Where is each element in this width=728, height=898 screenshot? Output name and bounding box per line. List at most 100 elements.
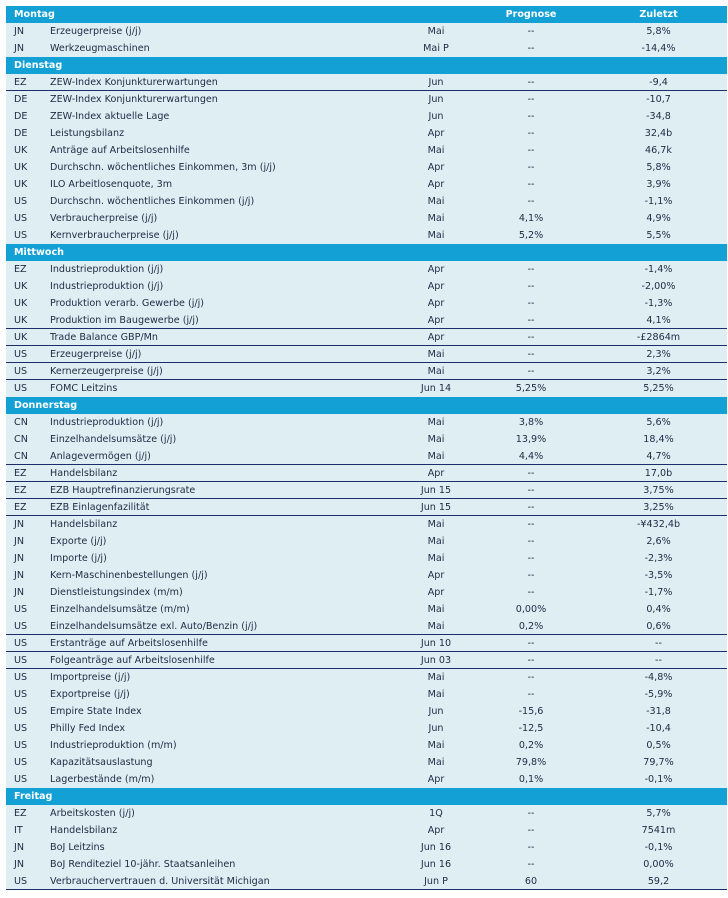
forecast-value: -- <box>527 536 535 547</box>
period: Apr <box>427 315 445 326</box>
table-row: US Kapazitätsauslastung Mai 79,8% 79,7% <box>6 754 727 771</box>
previous-value: -10,7 <box>646 94 671 105</box>
day-header: Mittwoch <box>6 244 727 261</box>
period: Jun 14 <box>420 383 452 394</box>
indicator-name: Erstanträge auf Arbeitslosenhilfe <box>50 638 208 649</box>
country-code: CN <box>14 417 28 428</box>
period: Jun <box>428 111 444 122</box>
day-label: Mittwoch <box>14 247 64 258</box>
previous-value: 59,2 <box>647 876 670 887</box>
table-row: UK Industrieproduktion (j/j) Apr -- -2,00% <box>6 278 727 295</box>
indicator-name: Durchschn. wöchentliches Einkommen (j/j) <box>50 196 255 207</box>
indicator-name: Erzeugerpreise (j/j) <box>50 26 142 37</box>
period: Apr <box>427 179 445 190</box>
period: Mai <box>427 672 445 683</box>
previous-value: 5,8% <box>646 26 671 37</box>
table-row: DE Leistungsbilanz Apr -- 32,4b <box>6 125 727 142</box>
previous-value: -0,1% <box>644 842 673 853</box>
period: Apr <box>427 774 445 785</box>
forecast-value: -- <box>527 808 535 819</box>
previous-value: 7541m <box>641 825 676 836</box>
forecast-value: -- <box>527 332 535 343</box>
forecast-value: 3,8% <box>518 417 544 428</box>
period: Mai <box>427 349 445 360</box>
previous-value: -£2864m <box>636 332 681 343</box>
period: Apr <box>427 128 445 139</box>
forecast-value: -- <box>527 315 535 326</box>
previous-value: 3,75% <box>643 485 674 496</box>
previous-value: -5,9% <box>644 689 673 700</box>
country-code: US <box>14 349 28 360</box>
previous-value: 17,0b <box>644 468 673 479</box>
country-code: JN <box>14 570 25 581</box>
period: Mai <box>427 621 445 632</box>
indicator-name: Dienstleistungsindex (m/m) <box>50 587 183 598</box>
country-code: US <box>14 604 28 615</box>
forecast-value: -- <box>527 94 535 105</box>
table-row: EZ EZB Hauptrefinanzierungsrate Jun 15 -- 3,… <box>6 482 727 499</box>
country-code: JN <box>14 26 25 37</box>
previous-value: 4,7% <box>646 451 671 462</box>
previous-value: 0,5% <box>646 740 671 751</box>
table-row: US Erstanträge auf Arbeitslosenhilfe Jun 1… <box>6 635 727 652</box>
indicator-name: Industrieproduktion (j/j) <box>50 264 164 275</box>
country-code: US <box>14 774 28 785</box>
table-row: US Exportpreise (j/j) Mai -- -5,9% <box>6 686 727 703</box>
previous-value: -¥432,4b <box>636 519 681 530</box>
table-row: EZ Handelsbilanz Apr -- 17,0b <box>6 465 727 482</box>
period: Mai <box>427 519 445 530</box>
forecast-value: 0,2% <box>518 740 544 751</box>
table-row: US Einzelhandelsumsätze (m/m) Mai 0,00% 0,4% <box>6 601 727 618</box>
previous-value: -34,8 <box>646 111 671 122</box>
country-code: US <box>14 638 28 649</box>
forecast-value: 4,1% <box>518 213 544 224</box>
day-label: Donnerstag <box>14 400 78 411</box>
previous-value: 5,8% <box>646 162 671 173</box>
forecast-value: -- <box>527 145 535 156</box>
table-row: US Durchschn. wöchentliches Einkommen (j/… <box>6 193 727 210</box>
indicator-name: EZB Hauptrefinanzierungsrate <box>50 485 196 496</box>
previous-value: 0,00% <box>643 859 674 870</box>
forecast-value: 13,9% <box>515 434 547 445</box>
forecast-value: -- <box>527 128 535 139</box>
previous-value: 5,7% <box>646 808 671 819</box>
country-code: UK <box>14 145 28 156</box>
table-row: EZ ZEW-Index Konjunkturerwartungen Jun -- -9… <box>6 74 727 91</box>
country-code: US <box>14 655 28 666</box>
indicator-name: Anlagevermögen (j/j) <box>50 451 151 462</box>
table-row: US Lagerbestände (m/m) Apr 0,1% -0,1% <box>6 771 727 788</box>
forecast-value: 60 <box>524 876 538 887</box>
country-code: DE <box>14 111 28 122</box>
period: Mai <box>427 417 445 428</box>
period: Mai <box>427 689 445 700</box>
period: Jun 16 <box>420 859 452 870</box>
forecast-value: -- <box>527 655 535 666</box>
day-header: Montag Prognose Zuletzt <box>6 6 727 23</box>
period: Apr <box>427 570 445 581</box>
previous-value: -14,4% <box>641 43 676 54</box>
table-row: UK Trade Balance GBP/Mn Apr -- -£2864m <box>6 329 727 346</box>
previous-value: -2,3% <box>644 553 673 564</box>
indicator-name: Kapazitätsauslastung <box>50 757 153 768</box>
table-row: JN Dienstleistungsindex (m/m) Apr -- -1,7% <box>6 584 727 601</box>
period: Apr <box>427 825 445 836</box>
country-code: JN <box>14 553 25 564</box>
period: Apr <box>427 264 445 275</box>
table-row: UK Durchschn. wöchentliches Einkommen, 3m… <box>6 159 727 176</box>
indicator-name: ZEW-Index aktuelle Lage <box>50 111 170 122</box>
forecast-value: -- <box>527 570 535 581</box>
table-row: US Verbrauchervertrauen d. Universität Mi… <box>6 873 727 890</box>
previous-value: -31,8 <box>646 706 671 717</box>
country-code: EZ <box>14 485 27 496</box>
country-code: US <box>14 383 28 394</box>
forecast-value: -- <box>527 349 535 360</box>
table-row: US Kernverbraucherpreise (j/j) Mai 5,2% 5,5% <box>6 227 727 244</box>
table-row: UK Anträge auf Arbeitslosenhilfe Mai -- 46,7… <box>6 142 727 159</box>
forecast-value: -- <box>527 672 535 683</box>
country-code: US <box>14 621 28 632</box>
period: Apr <box>427 587 445 598</box>
country-code: DE <box>14 128 28 139</box>
indicator-name: Folgeanträge auf Arbeitslosenhilfe <box>50 655 215 666</box>
day-header: Freitag <box>6 788 727 805</box>
period: Jun <box>428 77 444 88</box>
